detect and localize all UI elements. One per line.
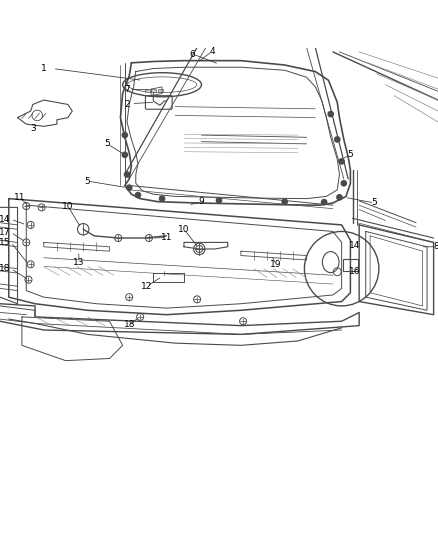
Circle shape bbox=[328, 111, 333, 117]
Text: 19: 19 bbox=[270, 260, 282, 269]
Circle shape bbox=[122, 152, 127, 157]
Circle shape bbox=[282, 199, 287, 204]
Text: 5: 5 bbox=[85, 176, 91, 185]
FancyBboxPatch shape bbox=[151, 88, 156, 92]
Circle shape bbox=[335, 137, 340, 142]
Circle shape bbox=[321, 199, 327, 205]
FancyBboxPatch shape bbox=[145, 88, 150, 92]
Text: 18: 18 bbox=[0, 264, 10, 273]
Text: 13: 13 bbox=[73, 257, 85, 266]
Text: 8: 8 bbox=[433, 243, 438, 251]
Circle shape bbox=[159, 196, 165, 201]
Text: 5: 5 bbox=[347, 150, 353, 159]
Circle shape bbox=[337, 195, 342, 200]
Text: 11: 11 bbox=[14, 193, 25, 202]
Circle shape bbox=[135, 192, 141, 198]
Text: 5: 5 bbox=[371, 198, 378, 207]
Text: 14: 14 bbox=[0, 215, 10, 224]
Text: 1: 1 bbox=[41, 64, 47, 73]
Text: 4: 4 bbox=[210, 46, 215, 55]
Circle shape bbox=[122, 133, 127, 138]
Circle shape bbox=[339, 159, 344, 164]
Text: 15: 15 bbox=[0, 238, 10, 247]
Text: 18: 18 bbox=[124, 320, 135, 329]
Circle shape bbox=[341, 181, 346, 186]
Text: 14: 14 bbox=[349, 241, 360, 250]
Circle shape bbox=[127, 185, 132, 190]
Circle shape bbox=[124, 172, 130, 177]
Text: 3: 3 bbox=[30, 124, 36, 133]
Text: 7: 7 bbox=[124, 85, 130, 94]
Text: 12: 12 bbox=[141, 282, 152, 290]
Text: 16: 16 bbox=[349, 267, 360, 276]
Text: 17: 17 bbox=[0, 228, 10, 237]
Text: 5: 5 bbox=[104, 139, 110, 148]
Text: 2: 2 bbox=[124, 100, 130, 109]
Text: 6: 6 bbox=[190, 50, 196, 59]
Text: 10: 10 bbox=[62, 201, 74, 211]
Text: 11: 11 bbox=[161, 233, 172, 242]
FancyBboxPatch shape bbox=[158, 88, 163, 92]
Circle shape bbox=[216, 198, 222, 203]
Text: 10: 10 bbox=[178, 225, 190, 234]
Text: 9: 9 bbox=[198, 197, 205, 206]
